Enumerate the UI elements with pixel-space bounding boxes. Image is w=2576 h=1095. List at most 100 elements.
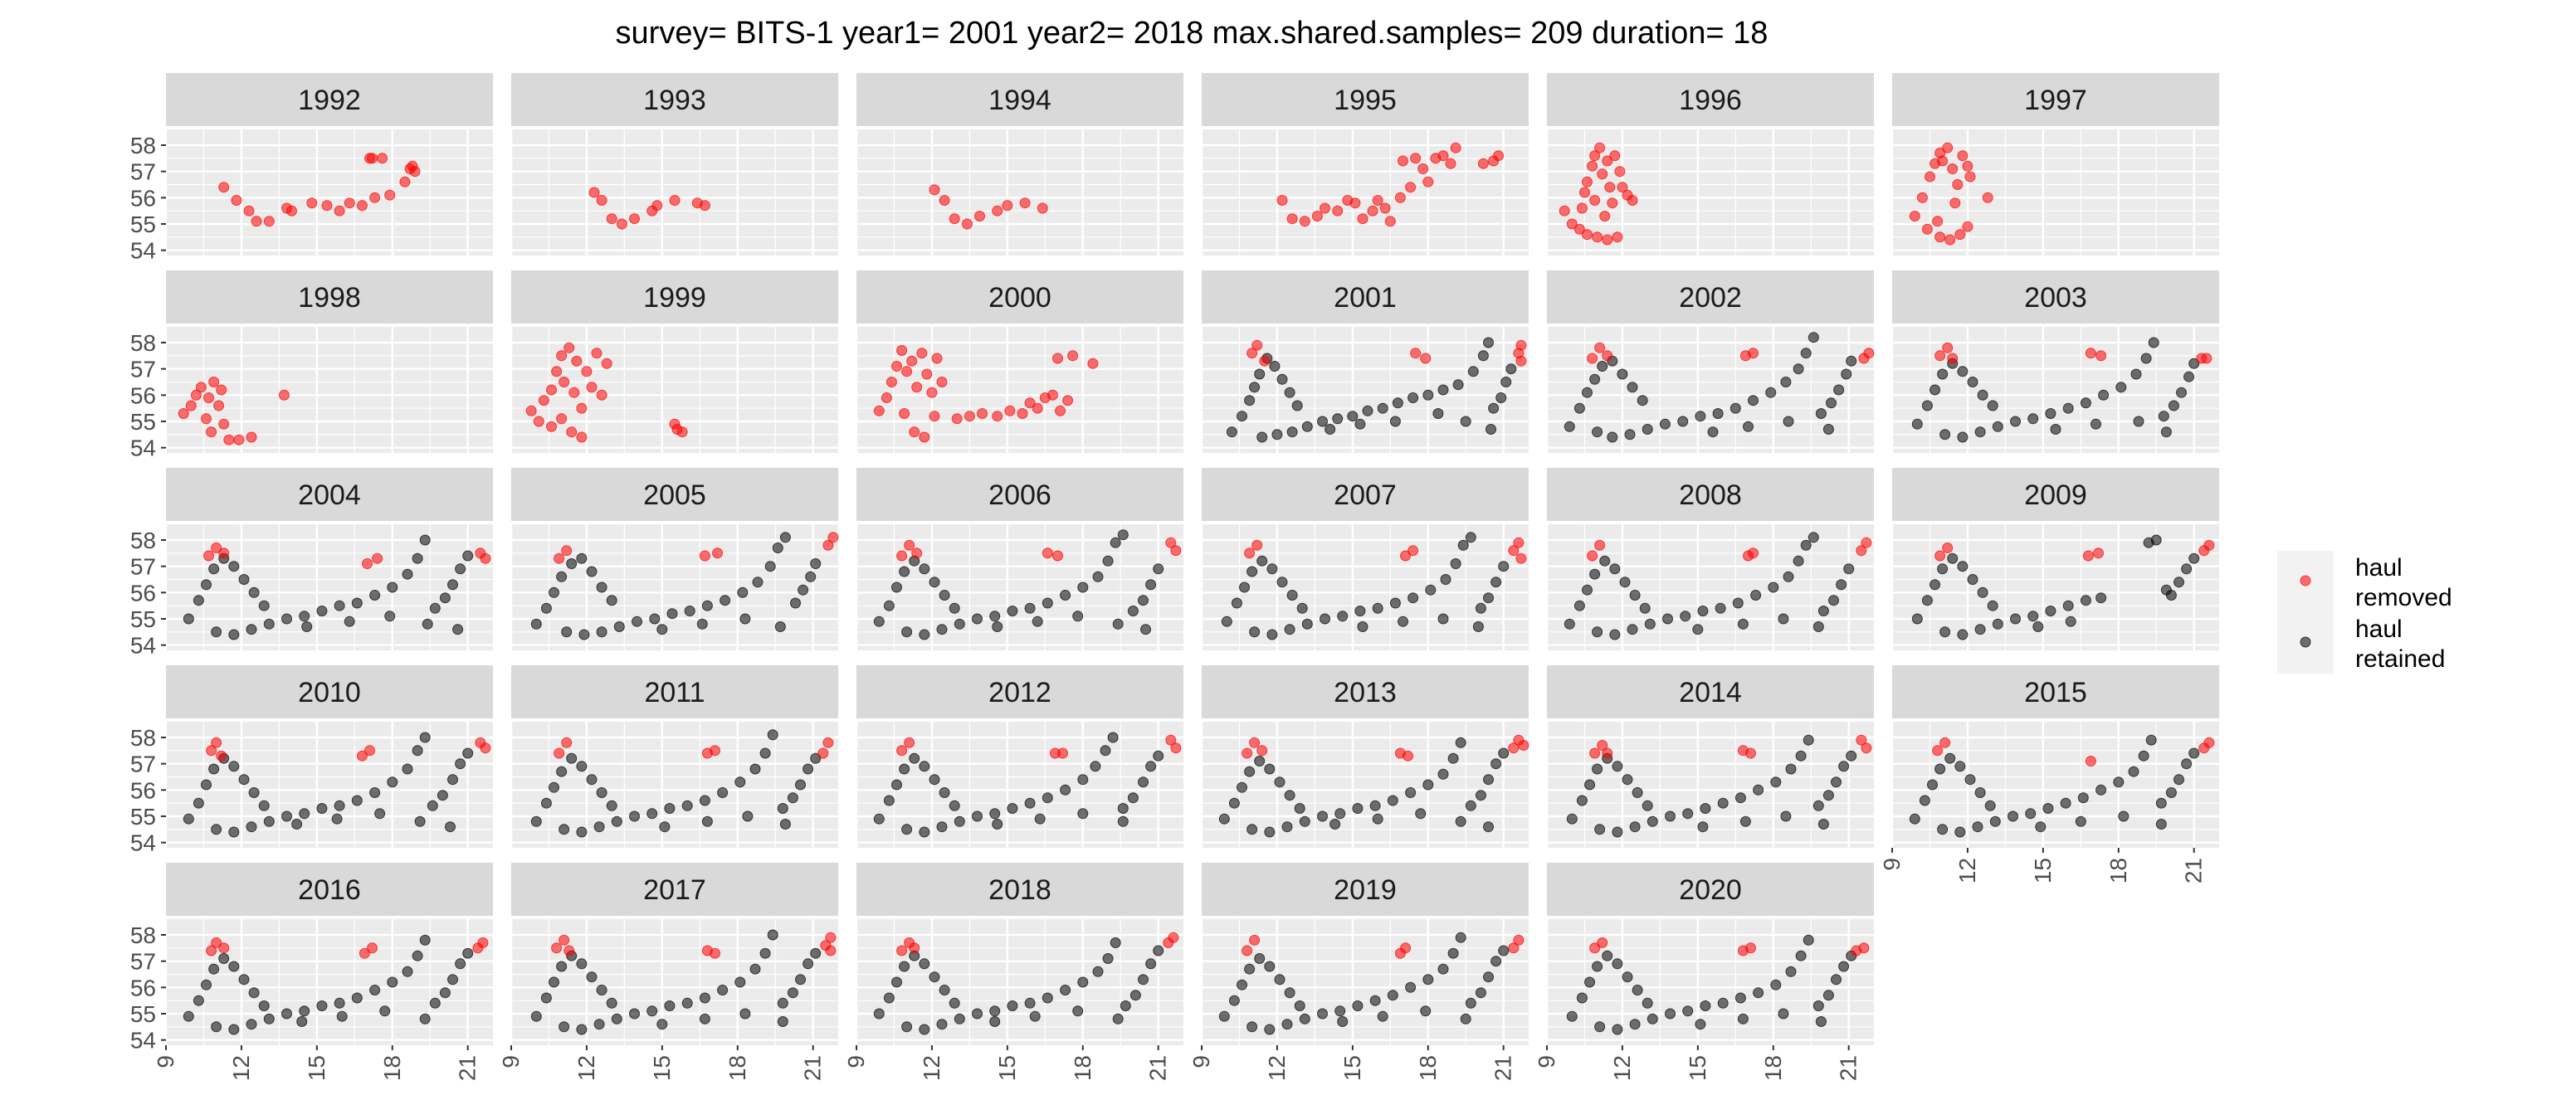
y-tick-label: 57 — [130, 357, 156, 382]
haul-removed-point — [1856, 734, 1867, 746]
haul-removed-point — [556, 350, 568, 362]
haul-retained-point — [1332, 413, 1344, 425]
haul-removed-point — [1582, 229, 1593, 241]
haul-removed-point — [710, 745, 720, 757]
haul-retained-point — [787, 987, 798, 999]
y-tick-label: 55 — [130, 606, 156, 632]
haul-retained-point — [576, 826, 588, 838]
facet-strip — [856, 468, 1183, 521]
haul-retained-point — [540, 797, 552, 809]
facet-strip-label: 1993 — [643, 85, 706, 116]
facet-panel-2012: 2012 — [855, 665, 1183, 848]
haul-retained-point — [1750, 590, 1762, 601]
x-tick-label: 9 — [1188, 1055, 1214, 1068]
haul-retained-point — [369, 985, 381, 995]
haul-retained-point — [1627, 382, 1638, 393]
haul-removed-point — [911, 382, 923, 393]
haul-removed-point — [936, 377, 948, 387]
haul-removed-point — [1251, 339, 1263, 351]
haul-retained-point — [238, 574, 250, 585]
haul-retained-point — [873, 813, 885, 825]
haul-retained-point — [2091, 418, 2101, 430]
facet-panel-2002: 2002 — [1545, 270, 1875, 453]
haul-retained-point — [258, 1000, 270, 1011]
haul-retained-point — [749, 963, 761, 975]
haul-retained-point — [1483, 592, 1494, 604]
haul-removed-point — [1445, 158, 1456, 169]
y-tick-label: 56 — [130, 185, 156, 211]
haul-retained-point — [586, 566, 598, 577]
y-tick-label: 58 — [130, 133, 156, 158]
facet-strip — [511, 73, 838, 126]
haul-removed-point — [1932, 745, 1944, 757]
haul-retained-point — [739, 613, 751, 625]
haul-removed-point — [904, 737, 915, 748]
y-tick-label: 58 — [130, 528, 156, 553]
haul-removed-point — [822, 539, 834, 551]
haul-retained-point — [1264, 1024, 1276, 1035]
haul-retained-point — [2140, 353, 2152, 364]
haul-retained-point — [1592, 426, 1603, 438]
haul-retained-point — [540, 992, 552, 1004]
haul-retained-point — [596, 985, 607, 995]
facet-strip — [856, 73, 1183, 126]
haul-removed-point — [1410, 153, 1422, 164]
haul-removed-point — [1437, 150, 1449, 162]
haul-removed-point — [1939, 737, 1951, 748]
haul-removed-point — [896, 345, 908, 356]
haul-retained-point — [374, 808, 386, 820]
haul-removed-point — [817, 747, 829, 759]
x-tick-label: 9 — [1879, 858, 1905, 871]
haul-retained-point — [1244, 395, 1256, 406]
haul-removed-point — [2201, 353, 2213, 364]
facet-strip — [166, 73, 493, 126]
haul-removed-point — [1861, 537, 1872, 548]
haul-removed-point — [949, 213, 960, 225]
haul-removed-point — [367, 153, 378, 164]
haul-removed-point — [525, 405, 537, 416]
haul-retained-point — [1274, 974, 1286, 986]
haul-retained-point — [2010, 416, 2021, 427]
x-tick-label: 15 — [1685, 1055, 1710, 1081]
haul-retained-point — [1024, 997, 1036, 1009]
haul-removed-point — [1367, 205, 1378, 217]
facet-panel-2005: 2005 — [510, 468, 839, 650]
haul-removed-point — [568, 387, 580, 398]
haul-retained-point — [1576, 795, 1588, 806]
haul-removed-point — [1599, 211, 1611, 221]
haul-retained-point — [1715, 602, 1726, 614]
haul-retained-point — [238, 974, 250, 986]
haul-removed-point — [1165, 537, 1177, 548]
haul-retained-point — [2181, 563, 2193, 575]
haul-removed-point — [546, 421, 557, 432]
haul-retained-point — [2160, 584, 2172, 596]
haul-retained-point — [1592, 961, 1603, 972]
haul-retained-point — [1967, 377, 1978, 387]
facet-strip — [1892, 468, 2219, 521]
haul-removed-point — [344, 197, 355, 209]
haul-retained-point — [1695, 1019, 1706, 1030]
haul-removed-point — [896, 745, 908, 757]
haul-retained-point — [764, 561, 776, 572]
legend-key-background — [2277, 551, 2334, 674]
haul-retained-point — [1127, 606, 1139, 616]
haul-retained-point — [1576, 992, 1588, 1004]
haul-retained-point — [1822, 990, 1834, 1001]
facet-strip — [1892, 665, 2219, 718]
haul-retained-point — [1937, 563, 1949, 575]
haul-removed-point — [1612, 231, 1623, 243]
y-tick-label: 55 — [130, 409, 156, 435]
x-tick-label: 12 — [573, 1055, 599, 1081]
haul-retained-point — [1795, 750, 1807, 762]
haul-retained-point — [2115, 382, 2127, 393]
facet-strip-label: 2005 — [643, 479, 706, 511]
facet-strip-label: 1997 — [2024, 85, 2087, 116]
haul-removed-point — [2085, 348, 2096, 359]
haul-retained-point — [1812, 800, 1824, 811]
haul-retained-point — [429, 602, 441, 614]
haul-retained-point — [1680, 611, 1691, 622]
haul-retained-point — [193, 797, 204, 809]
haul-removed-point — [1019, 197, 1031, 209]
facet-panel-2009: 2009 — [1891, 468, 2219, 650]
